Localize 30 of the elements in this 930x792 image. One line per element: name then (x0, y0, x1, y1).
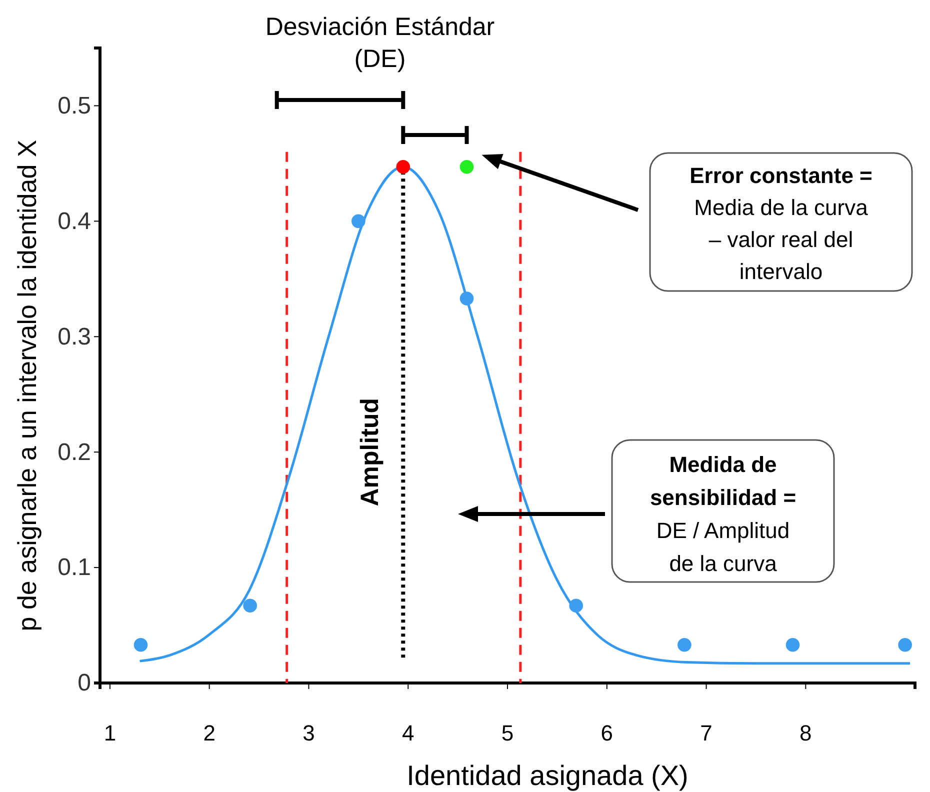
annotation: Error constante = Media de la curva – valor real del intervalo (690, 163, 872, 284)
x-tick-label: 4 (402, 720, 414, 746)
x-tick-label: 2 (203, 720, 216, 746)
y-tick-label: 0.3 (58, 323, 91, 350)
point (134, 638, 148, 652)
point (786, 638, 800, 652)
y-tick-label: 0.5 (58, 92, 91, 120)
point (243, 598, 257, 613)
x-tick-label: 8 (800, 720, 812, 746)
y-tick-label: 0.1 (58, 554, 91, 582)
point (352, 214, 366, 228)
x-tick-label: 7 (700, 720, 712, 746)
annotation: Amplitud (356, 398, 384, 506)
y-tick-label: 0.2 (58, 438, 91, 466)
x-tick-label: 5 (501, 720, 514, 746)
x-tick-label: 3 (302, 720, 315, 746)
point (396, 160, 410, 174)
annotation: Medida de sensibilidad = DE / Amplitud de la curva (650, 452, 796, 576)
y-axis-title: p de asignarle a un intervalo la identidad X (12, 140, 42, 632)
y-tick-label: 0.4 (58, 208, 91, 235)
x-tick-label: 6 (600, 720, 614, 746)
annotation: Desviación Estándar (DE) (265, 13, 495, 73)
y-tick-label: 0 (78, 670, 91, 697)
x-axis-title: Identidad asignada (X) (406, 760, 688, 791)
point (678, 638, 692, 652)
point (460, 160, 474, 174)
x-tick-label: 1 (104, 720, 116, 746)
point (569, 598, 583, 613)
point (460, 292, 474, 306)
point (898, 638, 912, 652)
